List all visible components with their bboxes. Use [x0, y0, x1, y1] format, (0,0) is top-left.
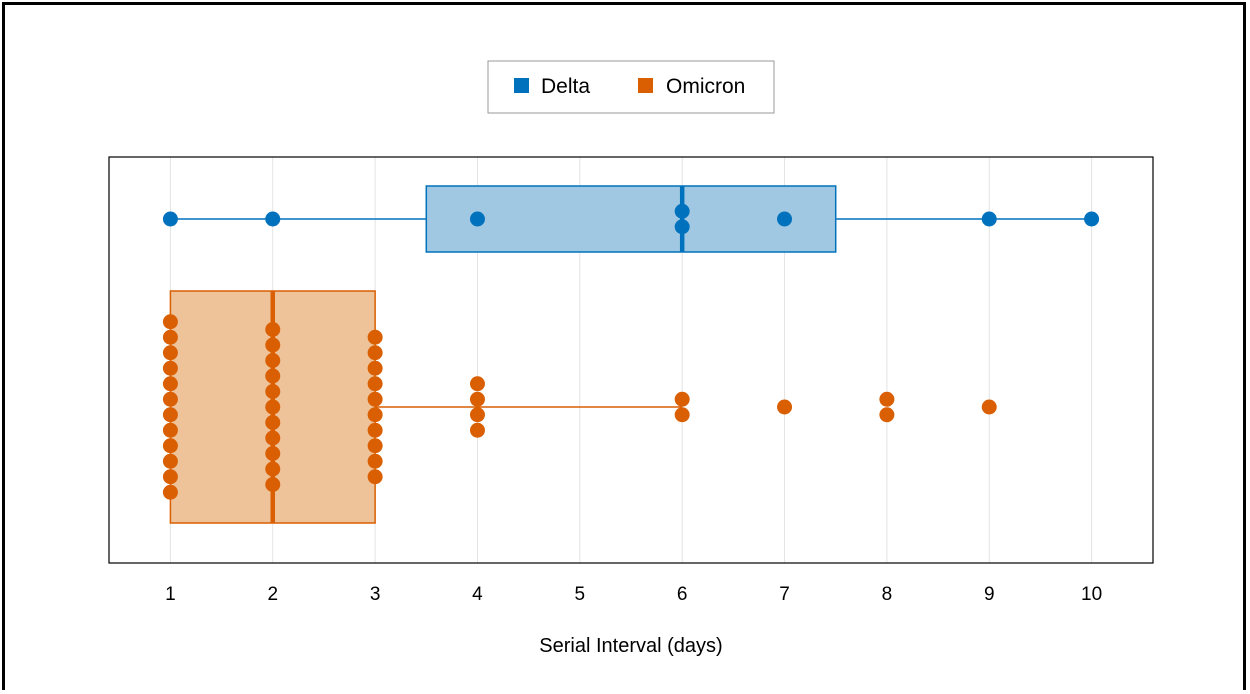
x-axis-label: Serial Interval (days) [539, 635, 722, 657]
plot-border [108, 156, 1154, 564]
delta-point [469, 211, 485, 227]
omicron-point [162, 422, 178, 438]
legend: Delta Omicron [487, 60, 775, 114]
omicron-point [469, 422, 485, 438]
omicron-point [674, 391, 690, 407]
legend-box [487, 60, 775, 114]
x-tick-label: 3 [370, 584, 381, 605]
omicron-point [265, 337, 281, 353]
omicron-point [162, 469, 178, 485]
omicron-point [469, 391, 485, 407]
x-tick-label: 6 [677, 584, 688, 605]
x-tick-label: 1 [165, 584, 176, 605]
x-axis-ticks: 1 2 3 4 5 6 7 8 9 10 [165, 584, 1102, 605]
omicron-point [265, 446, 281, 461]
delta-point [674, 203, 690, 219]
delta-box [425, 185, 837, 253]
omicron-point [265, 430, 281, 446]
omicron-point [367, 453, 383, 469]
legend-label-omicron: Omicron [666, 75, 745, 98]
x-tick-label: 10 [1081, 584, 1102, 605]
omicron-point [367, 360, 383, 376]
omicron-point [469, 376, 485, 392]
omicron-point [367, 376, 383, 392]
delta-point [162, 211, 178, 227]
omicron-point [367, 407, 383, 423]
omicron-point [469, 407, 485, 423]
x-tick-label: 5 [575, 584, 586, 605]
delta-point [1084, 211, 1100, 227]
omicron-point [674, 407, 690, 423]
delta-point [265, 211, 281, 227]
omicron-point [265, 415, 281, 430]
omicron-point [879, 407, 895, 423]
delta-point [981, 211, 997, 227]
data-points [162, 203, 1100, 500]
omicron-point [162, 484, 178, 500]
omicron-point [265, 384, 281, 399]
omicron-point [162, 329, 178, 345]
omicron-point [367, 329, 383, 345]
omicron-point [367, 345, 383, 361]
x-tick-label: 8 [882, 584, 893, 605]
omicron-point [777, 399, 793, 415]
omicron-point [265, 353, 281, 368]
delta-point [674, 219, 690, 235]
omicron-point [265, 399, 281, 415]
legend-swatch-delta [514, 78, 529, 93]
omicron-point [162, 314, 178, 330]
x-tick-label: 2 [267, 584, 278, 605]
x-tick-label: 7 [779, 584, 790, 605]
omicron-point [162, 453, 178, 469]
omicron-point [265, 368, 281, 384]
omicron-point [367, 438, 383, 454]
boxes [169, 185, 1092, 524]
x-tick-label: 4 [472, 584, 483, 605]
delta-point [777, 211, 793, 227]
omicron-point [162, 407, 178, 423]
omicron-point [265, 477, 281, 492]
omicron-point [162, 438, 178, 454]
omicron-point [367, 469, 383, 485]
omicron-point [879, 391, 895, 407]
legend-swatch-omicron [638, 78, 653, 93]
omicron-point [162, 376, 178, 392]
omicron-point [162, 360, 178, 376]
omicron-point [367, 391, 383, 407]
omicron-point [162, 345, 178, 361]
omicron-point [265, 461, 281, 477]
x-tick-label: 9 [984, 584, 995, 605]
omicron-point [981, 399, 997, 415]
omicron-point [367, 422, 383, 438]
omicron-point [265, 322, 281, 337]
omicron-point [162, 391, 178, 407]
legend-label-delta: Delta [541, 75, 590, 98]
